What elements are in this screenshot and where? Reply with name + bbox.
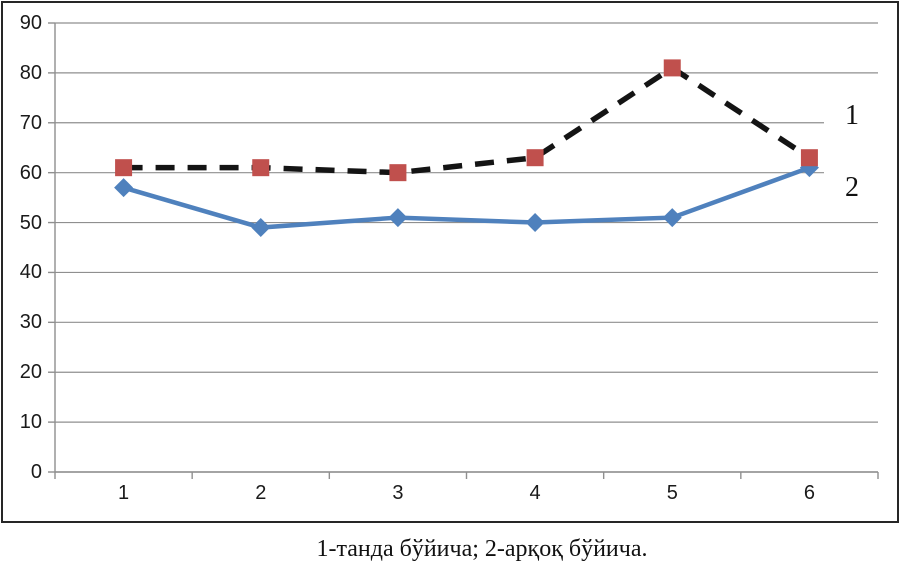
y-tick-label: 70: [19, 111, 42, 134]
x-tick-label: 1: [118, 482, 130, 504]
series-2-marker: [662, 208, 682, 228]
series-2-marker: [114, 178, 134, 198]
x-tick-label: 3: [392, 482, 404, 504]
series-2-label: 2: [824, 167, 880, 209]
x-tick-label: 4: [529, 482, 541, 504]
series-1-marker: [115, 159, 133, 177]
series-1-label: 1: [824, 95, 880, 137]
series-1-marker: [800, 149, 818, 167]
y-tick-label: 60: [19, 161, 42, 184]
y-tick-label: 30: [19, 311, 42, 334]
y-tick-label: 20: [19, 361, 42, 384]
x-tick-label: 5: [666, 482, 678, 504]
series-2-marker: [388, 208, 408, 228]
series-2-marker: [525, 213, 545, 233]
line-chart: [48, 22, 879, 479]
series-1-marker: [663, 59, 681, 77]
series-1-line: [123, 64, 811, 176]
y-tick-label: 90: [19, 12, 42, 34]
y-tick-label: 50: [19, 211, 42, 234]
series-1-marker: [252, 159, 270, 177]
series-1-marker: [526, 149, 544, 167]
series-1-marker: [389, 164, 407, 182]
series-2-marker: [251, 218, 271, 238]
y-tick-label: 40: [19, 261, 42, 284]
x-tick-label: 2: [255, 482, 267, 504]
series-2-line: [122, 165, 811, 230]
y-tick-label: 80: [19, 61, 42, 84]
y-tick-label: 10: [19, 411, 42, 434]
figure-caption: 1-танда бўйича; 2-арқоқ бўйича.: [316, 536, 648, 562]
y-tick-label: 0: [30, 461, 42, 483]
x-tick-label: 6: [803, 482, 815, 504]
